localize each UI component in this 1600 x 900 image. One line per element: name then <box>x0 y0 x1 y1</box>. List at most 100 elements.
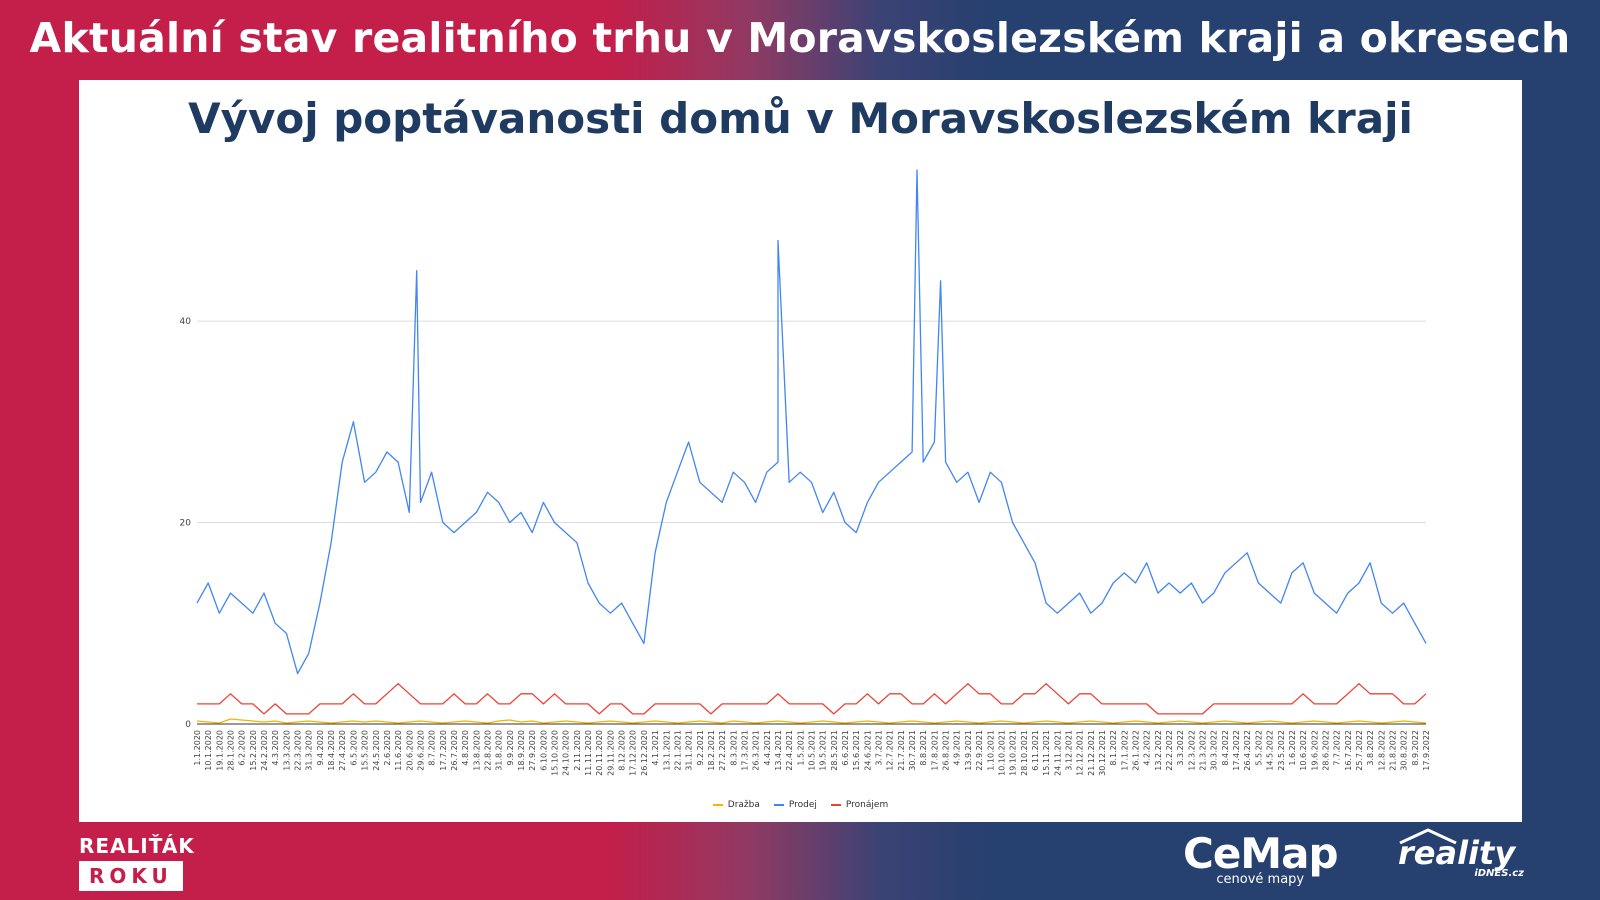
x-tick-label: 24.2.2020 <box>260 730 269 771</box>
x-tick-label: 11.6.2020 <box>394 730 403 771</box>
x-tick-label: 6.10.2020 <box>539 730 548 771</box>
x-tick-label: 18.4.2020 <box>327 730 336 771</box>
cemap-logo-text: CeMap <box>1183 829 1339 878</box>
roku-logo-text: ROKU <box>79 861 183 891</box>
chart-title: Vývoj poptávanosti domů v Moravskoslezsk… <box>188 94 1413 143</box>
legend-item-prodej[interactable]: Prodej <box>773 800 817 810</box>
x-tick-label: 2.11.2020 <box>573 730 582 771</box>
x-tick-label: 13.4.2021 <box>774 730 783 771</box>
x-tick-label: 4.4.2021 <box>763 730 772 766</box>
chart-card: Vývoj poptávanosti domů v Moravskoslezsk… <box>79 80 1522 822</box>
x-tick-label: 29.6.2020 <box>416 730 425 771</box>
x-tick-label: 16.7.2022 <box>1344 730 1353 771</box>
x-tick-label: 1.1.2020 <box>193 730 202 766</box>
x-tick-label: 8.3.2021 <box>729 730 738 766</box>
x-tick-label: 25.7.2022 <box>1355 730 1364 771</box>
series-line-pronájem <box>197 683 1427 715</box>
x-tick-label: 6.2.2020 <box>238 730 247 766</box>
x-tick-label: 24.6.2021 <box>863 730 872 771</box>
x-tick-label: 17.3.2021 <box>740 730 749 771</box>
x-tick-label: 22.1.2021 <box>673 730 682 771</box>
x-tick-label: 23.5.2022 <box>1277 730 1286 771</box>
x-tick-label: 24.11.2021 <box>1053 730 1062 776</box>
x-tick-label: 20.6.2020 <box>405 730 414 771</box>
x-tick-label: 31.8.2020 <box>495 730 504 771</box>
x-tick-label: 28.6.2022 <box>1321 730 1330 771</box>
x-tick-label: 10.5.2021 <box>808 730 817 771</box>
legend: Dražba Prodej Pronájem <box>79 800 1522 810</box>
x-tick-label: 30.8.2022 <box>1400 730 1409 771</box>
x-tick-label: 28.5.2021 <box>830 730 839 771</box>
x-tick-label: 13.9.2021 <box>964 730 973 771</box>
x-tick-label: 26.1.2022 <box>1132 730 1141 771</box>
x-tick-label: 6.5.2020 <box>349 730 358 766</box>
x-tick-label: 19.10.2021 <box>1009 730 1018 776</box>
x-tick-label: 22.9.2021 <box>975 730 984 771</box>
reality-idnes-logo: reality iDNES.cz <box>1398 828 1524 879</box>
x-tick-label: 26.8.2021 <box>942 730 951 771</box>
x-tick-label: 15.5.2020 <box>361 730 370 771</box>
x-tick-label: 26.4.2022 <box>1243 730 1252 771</box>
x-tick-label: 27.2.2021 <box>718 730 727 771</box>
x-tick-label: 8.9.2022 <box>1411 730 1420 766</box>
x-tick-label: 15.10.2020 <box>551 730 560 776</box>
x-tick-label: 4.1.2021 <box>651 730 660 766</box>
cemap-logo-subtitle: cenové mapy <box>1216 872 1305 887</box>
x-tick-label: 13.2.2022 <box>1154 730 1163 771</box>
x-tick-label: 31.3.2020 <box>305 730 314 771</box>
x-tick-label: 28.1.2020 <box>227 730 236 771</box>
x-tick-label: 27.4.2020 <box>338 730 347 771</box>
legend-label-drazba: Dražba <box>727 800 760 810</box>
x-tick-label: 17.1.2022 <box>1120 730 1129 771</box>
x-tick-label: 21.12.2021 <box>1087 730 1096 776</box>
x-tick-label: 9.4.2020 <box>316 730 325 766</box>
x-tick-label: 12.12.2021 <box>1076 730 1085 776</box>
x-tick-label: 10.6.2022 <box>1299 730 1308 771</box>
x-tick-label: 13.3.2020 <box>282 730 291 771</box>
x-tick-label: 17.9.2022 <box>1422 730 1431 771</box>
y-tick-label: 0 <box>185 720 191 730</box>
x-tick-label: 11.11.2020 <box>584 730 593 776</box>
legend-item-drazba[interactable]: Dražba <box>712 800 760 810</box>
x-tick-label: 3.8.2022 <box>1366 730 1375 766</box>
x-tick-label: 17.4.2022 <box>1232 730 1241 771</box>
x-tick-label: 15.11.2021 <box>1042 730 1051 776</box>
x-tick-label: 26.7.2020 <box>450 730 459 771</box>
x-tick-label: 5.5.2022 <box>1254 730 1263 766</box>
legend-swatch-drazba <box>712 804 723 806</box>
x-tick-label: 27.9.2020 <box>528 730 537 771</box>
y-tick-label: 20 <box>180 519 192 529</box>
x-tick-label: 26.12.2020 <box>640 730 649 776</box>
grid-layer: 0 20 40 <box>180 317 1426 730</box>
x-tick-label: 4.8.2020 <box>461 730 470 766</box>
x-tick-label: 29.11.2020 <box>606 730 615 776</box>
x-tick-labels: 1.1.2020 10.1.2020 19.1.2020 28.1.2020 6.2.2… <box>193 730 1431 776</box>
x-tick-label: 18.2.2021 <box>707 730 716 771</box>
x-tick-label: 22.2.2022 <box>1165 730 1174 771</box>
reality-logo-text: reality <box>1398 834 1516 872</box>
x-tick-label: 21.8.2022 <box>1388 730 1397 771</box>
series-line-prodej <box>196 169 1427 675</box>
idnes-logo-text: iDNES.cz <box>1474 868 1524 879</box>
series-layer <box>196 169 1427 724</box>
x-tick-label: 2.6.2020 <box>383 730 392 766</box>
x-tick-label: 8.7.2020 <box>428 730 437 766</box>
y-tick-label: 40 <box>180 317 192 327</box>
x-tick-label: 3.3.2022 <box>1176 730 1185 766</box>
legend-item-pronajem[interactable]: Pronájem <box>830 800 888 810</box>
x-tick-label: 9.2.2021 <box>696 730 705 766</box>
legend-label-prodej: Prodej <box>788 800 817 810</box>
x-tick-label: 8.4.2022 <box>1221 730 1230 766</box>
x-tick-label: 4.2.2022 <box>1143 730 1152 766</box>
x-tick-label: 24.5.2020 <box>372 730 381 771</box>
x-tick-label: 9.9.2020 <box>506 730 515 766</box>
legend-swatch-prodej <box>773 804 784 806</box>
x-tick-label: 22.4.2021 <box>785 730 794 771</box>
x-tick-label: 4.9.2021 <box>953 730 962 766</box>
x-tick-label: 7.7.2022 <box>1333 730 1342 766</box>
x-tick-label: 26.3.2021 <box>752 730 761 771</box>
x-tick-label: 13.1.2021 <box>662 730 671 771</box>
realitak-logo-text: REALIŤÁK <box>79 834 195 858</box>
x-tick-label: 15.2.2020 <box>249 730 258 771</box>
x-tick-label: 21.7.2021 <box>897 730 906 771</box>
